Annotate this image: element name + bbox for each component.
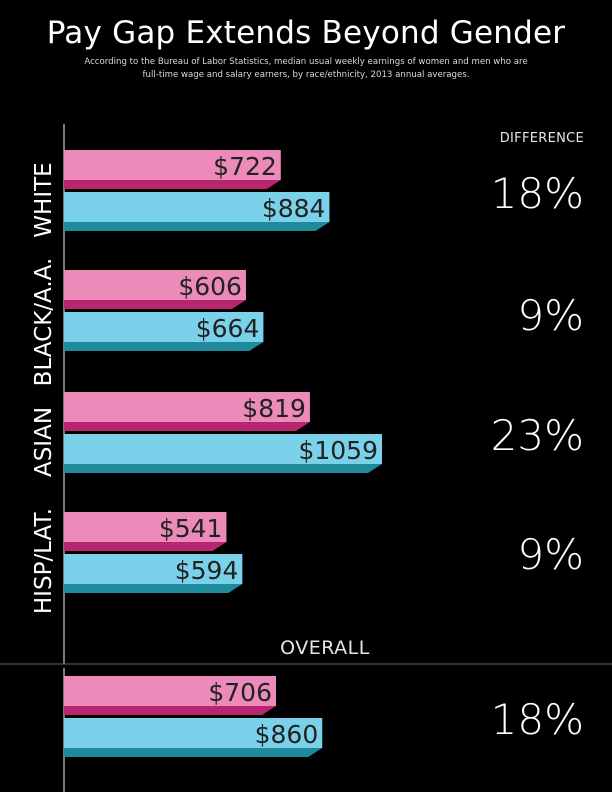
men-1-bar: $664	[64, 312, 264, 351]
women-3-bar: $541	[64, 512, 227, 551]
women-2-bar: $819	[64, 392, 310, 431]
men-4-value-label: $860	[255, 720, 319, 749]
women-1-value-label: $606	[178, 272, 242, 301]
men-1-bar-shade	[64, 342, 264, 351]
men-4-bar-face	[64, 718, 323, 748]
women-4-bar-shade	[64, 706, 276, 715]
men-1-value-label: $664	[196, 314, 260, 343]
women-4-value-label: $706	[208, 678, 272, 707]
women-1-bar-shade	[64, 300, 246, 309]
men-2-bar: $1059	[64, 434, 382, 473]
difference-overall: 18%	[490, 695, 584, 744]
men-3-bar: $594	[64, 554, 243, 593]
men-0-value-label: $884	[262, 194, 326, 223]
women-2-value-label: $819	[242, 394, 306, 423]
page-title: Pay Gap Extends Beyond Gender	[46, 15, 566, 51]
men-4-bar-shade	[64, 748, 323, 757]
subtitle-line-1: According to the Bureau of Labor Statist…	[84, 57, 528, 67]
women-2-bar-shade	[64, 422, 310, 431]
subtitle-line-2: full-time wage and salary earners, by ra…	[142, 70, 470, 80]
subtitle: According to the Bureau of Labor Statist…	[60, 56, 552, 82]
women-0-value-label: $722	[213, 152, 277, 181]
men-3-value-label: $594	[175, 556, 239, 585]
men-3-bar-face	[64, 554, 243, 584]
women-0-bar-shade	[64, 180, 281, 189]
women-1-bar: $606	[64, 270, 246, 309]
difference-black: 9%	[517, 291, 584, 340]
women-4-bar: $706	[64, 676, 276, 715]
difference-asian: 23%	[490, 411, 584, 460]
men-0-bar-shade	[64, 222, 330, 231]
difference-white: 18%	[490, 169, 584, 218]
men-1-bar-face	[64, 312, 264, 342]
women-3-bar-shade	[64, 542, 227, 551]
women-2-bar-face	[64, 392, 310, 422]
women-3-bar-face	[64, 512, 227, 542]
women-0-bar: $722	[64, 150, 281, 189]
men-3-bar-shade	[64, 584, 243, 593]
men-2-bar-shade	[64, 464, 382, 473]
men-0-bar: $884	[64, 192, 330, 231]
difference-hispanic: 9%	[517, 530, 584, 579]
women-4-bar-face	[64, 676, 276, 706]
overall-label: OVERALL	[280, 637, 370, 659]
difference-header: DIFFERENCE	[499, 131, 584, 146]
women-1-bar-face	[64, 270, 246, 300]
men-0-bar-face	[64, 192, 330, 222]
men-4-bar: $860	[64, 718, 323, 757]
women-0-bar-face	[64, 150, 281, 180]
men-2-value-label: $1059	[298, 436, 378, 465]
bar-groups: $722 $884 $606 $664 $819 $1059 $541 $594 $706 $86…	[64, 150, 382, 757]
women-3-value-label: $541	[159, 514, 223, 543]
men-2-bar-face	[64, 434, 382, 464]
